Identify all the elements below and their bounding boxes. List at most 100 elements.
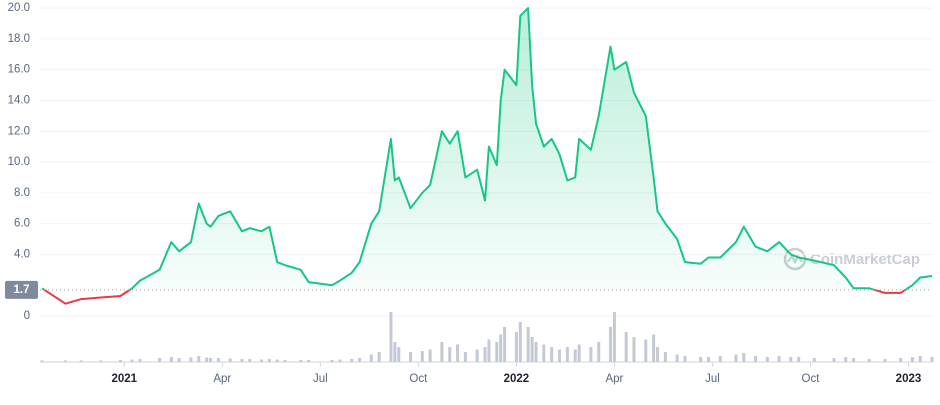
volume-bar <box>377 352 381 362</box>
volume-bar <box>350 359 354 362</box>
volume-bar <box>440 342 444 362</box>
x-tick-label: Oct <box>802 373 821 385</box>
volume-bar <box>656 347 660 362</box>
volume-bar <box>918 356 922 362</box>
volume-bar <box>789 357 793 362</box>
volume-bar <box>369 354 373 362</box>
volume-bar <box>852 358 856 362</box>
x-tick-label: 2022 <box>504 373 530 385</box>
volume-bar <box>797 357 801 362</box>
volume-bar <box>573 349 577 362</box>
volume-bar <box>608 327 612 362</box>
volume-bar <box>138 359 142 362</box>
volume-bar <box>456 344 460 362</box>
volume-bar <box>577 344 581 362</box>
volume-bar <box>699 357 703 362</box>
volume-bar <box>205 357 209 362</box>
volume-bar <box>558 349 562 362</box>
volume-bar <box>260 359 264 362</box>
volume-bar <box>542 344 546 362</box>
volume-bar <box>812 358 816 362</box>
volume-bar <box>742 353 746 362</box>
baseline-badge <box>5 280 38 299</box>
volume-bar <box>867 359 871 362</box>
y-tick-label: 20.0 <box>8 2 30 14</box>
volume-bar <box>683 356 687 362</box>
volume-bar <box>718 356 722 362</box>
volume-bar <box>240 359 244 362</box>
price-area <box>42 8 932 290</box>
volume-bar <box>514 332 518 362</box>
volume-bar <box>565 347 569 362</box>
volume-bar <box>283 360 287 362</box>
volume-bar <box>707 357 711 362</box>
volume-bar <box>777 356 781 362</box>
x-tick-label: Jul <box>705 373 720 385</box>
volume-bar <box>275 359 279 362</box>
x-tick-label: Oct <box>409 373 428 385</box>
volume-bar <box>550 347 554 362</box>
x-tick-label: Apr <box>605 373 623 385</box>
volume-bar <box>197 356 201 362</box>
y-tick-label: 12.0 <box>8 125 30 137</box>
volume-bar <box>899 358 903 362</box>
volume-bar <box>463 352 467 362</box>
volume-bar <box>499 334 503 362</box>
volume-bar <box>475 349 479 362</box>
volume-bar <box>930 357 934 362</box>
y-tick-label: 4.0 <box>14 248 30 260</box>
volume-bar <box>338 359 342 362</box>
volume-bar <box>299 360 303 362</box>
x-tick-label: Jul <box>313 373 328 385</box>
y-tick-label: 8.0 <box>14 187 30 199</box>
volume-bar <box>663 352 667 362</box>
volume-bar <box>267 359 271 362</box>
y-tick-label: 16.0 <box>8 64 30 76</box>
y-tick-label: 18.0 <box>8 33 30 45</box>
y-tick-label: 0 <box>24 310 30 322</box>
price-line-up <box>41 7 933 290</box>
volume-bar <box>63 360 67 362</box>
volume-bar <box>754 356 758 362</box>
x-tick-label: 2021 <box>112 373 138 385</box>
volume-bar <box>612 312 616 362</box>
x-tick-label: 2023 <box>896 373 922 385</box>
baseline-label: 1.7 <box>14 284 30 296</box>
volume-bar <box>393 342 397 362</box>
volume-bar <box>248 359 252 362</box>
volume-bar <box>597 342 601 362</box>
volume-bar <box>228 358 232 362</box>
volume-bar <box>420 351 424 362</box>
volume-bar <box>589 347 593 362</box>
volume-bar <box>765 357 769 362</box>
volume-bar <box>189 357 193 362</box>
y-tick-label: 6.0 <box>14 218 30 230</box>
volume-bar <box>526 327 530 362</box>
volume-bar <box>652 334 656 362</box>
volume-bar <box>209 358 213 362</box>
y-tick-label: 14.0 <box>8 94 30 106</box>
volume-bar <box>518 322 522 362</box>
volume-bar <box>883 359 887 362</box>
volume-bar <box>503 327 507 362</box>
volume-bar <box>330 360 334 362</box>
volume-bar <box>409 352 413 362</box>
volume-bar <box>389 312 393 362</box>
volume-bar <box>99 360 103 362</box>
volume-bar <box>844 357 848 362</box>
volume-bar <box>216 358 220 362</box>
volume-bar <box>487 339 491 362</box>
volume-bar <box>644 339 648 362</box>
x-tick-label: Apr <box>213 373 231 385</box>
volume-bar <box>158 358 162 362</box>
volume-bar <box>495 342 499 362</box>
volume-bar <box>832 358 836 362</box>
volume-bar <box>177 358 181 362</box>
volume-bar <box>530 337 534 362</box>
watermark-text: CoinMarketCap <box>810 251 920 268</box>
volume-bar <box>358 358 362 362</box>
volume-bar <box>307 360 311 362</box>
volume-bar <box>632 337 636 362</box>
y-tick-label: 10.0 <box>8 156 30 168</box>
